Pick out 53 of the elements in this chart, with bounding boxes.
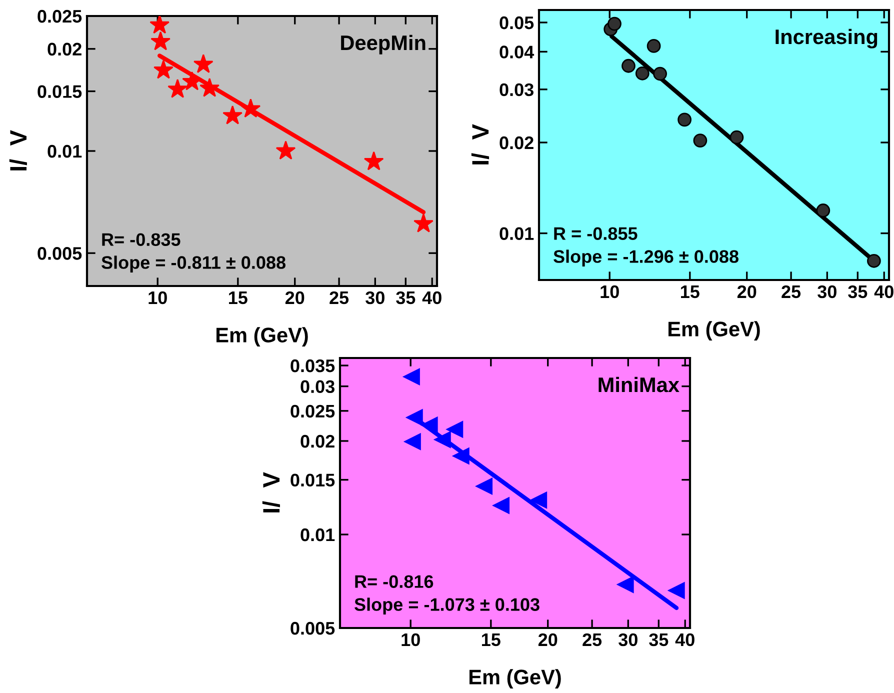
y-tick-label: 0.02 — [48, 42, 82, 56]
x-axis-title: Em (GeV) — [216, 327, 308, 347]
y-tick-label: 0.005 — [38, 247, 82, 260]
y-tick-label: 0.01 — [500, 227, 534, 240]
annotation: R = -0.855 — [554, 227, 638, 240]
x-tick-label: 35 — [649, 633, 668, 646]
x-tick-label: 40 — [675, 633, 694, 646]
text: Increasing — [776, 28, 878, 48]
annotation: Slope = -1.296 ± 0.088 — [554, 250, 739, 266]
x-axis-title: Em (GeV) — [668, 321, 760, 341]
x-tick-label: 15 — [229, 292, 248, 304]
x-tick-label: 40 — [874, 285, 894, 298]
x-tick-label: 20 — [737, 285, 756, 298]
y-tick-label: 0.015 — [38, 85, 82, 98]
y-tick-label: 0.005 — [290, 622, 335, 635]
x-tick-label: 35 — [848, 285, 868, 298]
y-tick-label: 0.02 — [500, 136, 534, 150]
x-tick-label: 10 — [148, 291, 167, 304]
x-tick-label: 10 — [600, 285, 619, 298]
x-tick-label: 35 — [396, 291, 416, 304]
y-tick-label: 0.04 — [500, 46, 534, 58]
y-axis-title: I/ V — [471, 124, 490, 164]
y-tick-label: 0.035 — [290, 359, 335, 372]
x-tick-label: 30 — [818, 285, 836, 298]
x-tick-label: 30 — [618, 633, 638, 646]
x-tick-label: 15 — [482, 634, 500, 646]
y-tick-label: 0.01 — [48, 144, 82, 158]
x-tick-label: 25 — [330, 291, 349, 304]
annotation: Slope = -0.811 ± 0.088 — [102, 256, 286, 272]
y-tick-label: 0.05 — [500, 16, 534, 30]
x-tick-label: 20 — [285, 291, 304, 304]
annotation: R= -0.816 — [355, 575, 434, 588]
x-tick-label: 15 — [681, 286, 700, 298]
y-tick-label: 0.02 — [300, 434, 334, 448]
annotation: R= -0.835 — [102, 233, 180, 246]
y-tick-label: 0.025 — [38, 10, 82, 23]
y-axis-title: I/ V — [9, 130, 27, 170]
y-tick-label: 0.03 — [300, 380, 334, 394]
annotation: Slope = -1.073 ± 0.103 — [354, 598, 540, 614]
y-axis-title: I/ V — [262, 472, 280, 512]
y-tick-label: 0.03 — [500, 83, 534, 96]
y-tick-label: 0.015 — [290, 474, 335, 487]
x-tick-label: 20 — [538, 633, 558, 646]
x-tick-label: 40 — [422, 291, 442, 304]
y-tick-label: 0.025 — [290, 404, 335, 418]
x-axis-title: Em (GeV) — [470, 669, 561, 689]
x-tick-label: 25 — [582, 633, 602, 646]
x-tick-label: 10 — [402, 633, 420, 646]
text: DeepMin — [341, 34, 426, 54]
x-tick-label: 25 — [782, 285, 801, 298]
x-tick-label: 30 — [366, 291, 384, 304]
text: MiniMax — [598, 376, 680, 392]
y-tick-label: 0.01 — [300, 528, 335, 542]
